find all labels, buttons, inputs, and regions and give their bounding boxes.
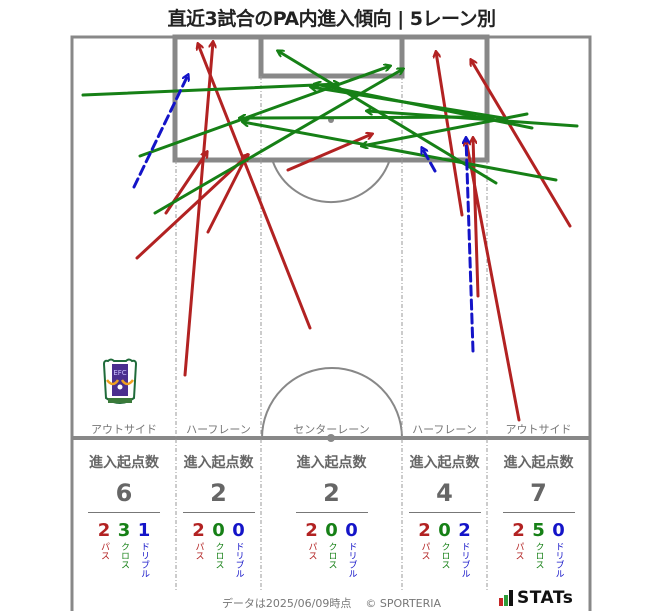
club-crest-icon: EFC — [102, 358, 138, 404]
stat-breakdown: 2 パス 0 クロス 2 ドリブル — [402, 520, 487, 579]
pass-label: パス — [513, 542, 524, 560]
stat-header: 進入起点数 — [89, 455, 159, 471]
dribble-arrow — [466, 138, 475, 353]
cross-arrow — [311, 87, 505, 120]
penalty-area — [172, 34, 490, 163]
pass-count: 2 — [192, 520, 205, 541]
divider — [88, 512, 160, 513]
stat-total: 4 — [436, 479, 453, 507]
cross-count: 5 — [532, 520, 545, 541]
goal-area — [258, 34, 405, 79]
stats-bars-icon — [499, 590, 513, 606]
cross-arrow — [81, 84, 339, 97]
pass-count: 2 — [418, 520, 431, 541]
cross-label: クロス — [533, 542, 544, 569]
pass-arrow — [198, 44, 312, 330]
pass-label: パス — [306, 542, 317, 560]
cross-count: 3 — [117, 520, 131, 541]
divider — [182, 512, 255, 513]
cross-count: 0 — [325, 520, 338, 541]
dribble-count: 0 — [345, 520, 358, 541]
stat-header: 進入起点数 — [183, 455, 254, 471]
dribble-label: ドリブル — [233, 542, 244, 578]
lane-label-left-halfspace: ハーフレーン — [186, 423, 251, 436]
lane-stats-left-halfspace: 進入起点数 2 2 パス 0 クロス 0 ドリブル — [176, 452, 261, 578]
svg-text:EFC: EFC — [113, 369, 126, 377]
penalty-arc — [272, 161, 390, 204]
pass-arrow — [135, 155, 248, 260]
stat-total: 2 — [210, 479, 227, 507]
stat-breakdown: 2 パス 3 クロス 1 ドリブル — [72, 520, 176, 579]
cross-label: クロス — [213, 542, 224, 569]
pass-count: 2 — [305, 520, 318, 541]
cross-arrow — [240, 117, 496, 118]
dribble-count: 1 — [137, 520, 151, 541]
pass-label: パス — [99, 542, 109, 560]
stat-total: 6 — [115, 479, 133, 507]
cross-arrow — [138, 66, 390, 158]
pass-arrow — [436, 52, 464, 217]
pass-count: 2 — [97, 520, 111, 541]
copyright: © SPORTERIA — [365, 597, 442, 610]
divider — [408, 512, 481, 513]
lane-stats-right-halfspace: 進入起点数 4 2 パス 0 クロス 2 ドリブル — [402, 452, 487, 578]
cross-count: 0 — [212, 520, 225, 541]
stat-header: 進入起点数 — [296, 455, 367, 471]
lane-label-center: センターレーン — [293, 423, 370, 436]
lane-stats-center: 進入起点数 2 2 パス 0 クロス 0 ドリブル — [261, 452, 402, 578]
data-date-note: データは2025/06/09時点 — [221, 597, 352, 610]
cross-arrow — [243, 122, 558, 182]
dribble-count: 2 — [458, 520, 471, 541]
lane-stats-left-outside: 進入起点数 6 2 パス 3 クロス 1 ドリブル — [72, 452, 176, 578]
divider — [502, 512, 575, 513]
stat-breakdown: 2 パス 0 クロス 0 ドリブル — [261, 520, 402, 579]
centre-spot — [327, 434, 335, 442]
pass-label: パス — [193, 542, 204, 560]
stat-total: 7 — [530, 479, 547, 507]
lane-label-right-outside: アウトサイド — [505, 423, 572, 436]
dribble-count: 0 — [552, 520, 565, 541]
cross-count: 0 — [438, 520, 451, 541]
pass-arrow — [183, 42, 213, 377]
chart-title: 直近3試合のPA内進入傾向 | 5レーン別 — [167, 8, 496, 30]
footer: データは2025/06/09時点 © SPORTERIA — [0, 595, 663, 611]
cross-label: クロス — [326, 542, 337, 569]
pass-count: 2 — [512, 520, 525, 541]
stat-header: 進入起点数 — [503, 455, 574, 471]
dribble-arrow — [422, 148, 437, 173]
cross-label: クロス — [119, 542, 129, 569]
lane-label-left-outside: アウトサイド — [91, 423, 157, 436]
centre-circle — [261, 367, 403, 439]
dribble-count: 0 — [232, 520, 245, 541]
pass-label: パス — [419, 542, 430, 560]
cross-arrow — [362, 112, 529, 146]
dribble-label: ドリブル — [346, 542, 357, 578]
dribble-label: ドリブル — [459, 542, 470, 578]
cross-label: クロス — [439, 542, 450, 569]
dribble-label: ドリブル — [139, 542, 149, 578]
dribble-arrow — [132, 75, 188, 189]
entry-arrows — [81, 42, 579, 422]
stat-breakdown: 2 パス 0 クロス 0 ドリブル — [176, 520, 261, 579]
lane-stats-right-outside: 進入起点数 7 2 パス 5 クロス 0 ドリブル — [487, 452, 590, 578]
stats-logo-text: STATs — [517, 588, 574, 608]
pass-arrow — [286, 134, 372, 172]
stat-total: 2 — [323, 479, 340, 507]
stat-header: 進入起点数 — [409, 455, 480, 471]
pass-arrow — [206, 155, 247, 234]
stats-logo: STATs — [499, 588, 574, 608]
stat-breakdown: 2 パス 5 クロス 0 ドリブル — [487, 520, 590, 579]
divider — [295, 512, 368, 513]
lane-label-right-halfspace: ハーフレーン — [412, 423, 477, 436]
dribble-label: ドリブル — [553, 542, 564, 578]
pass-arrow — [471, 60, 572, 228]
